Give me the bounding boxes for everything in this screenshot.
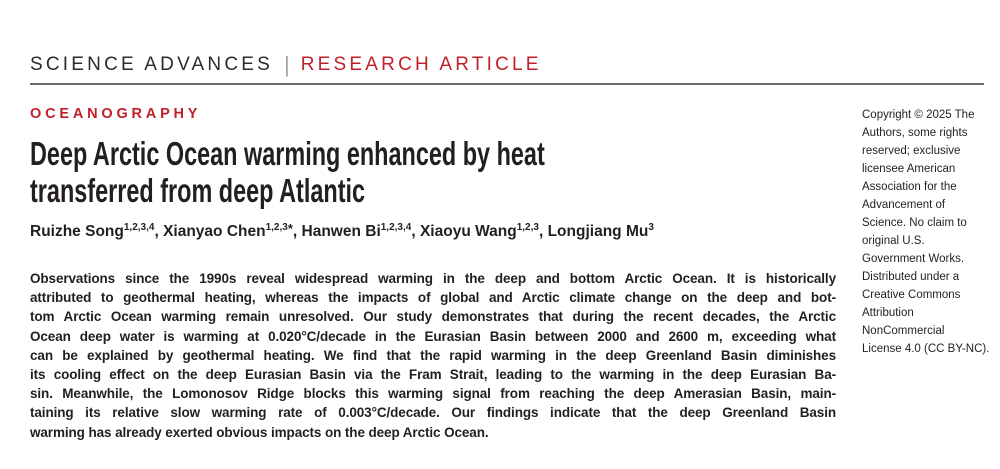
copyright-line: NonCommercial bbox=[862, 325, 945, 337]
copyright-line: Government Works. bbox=[862, 253, 965, 265]
abstract-line: warming has already exerted obvious impa… bbox=[30, 424, 489, 440]
copyright-line: licensee American bbox=[862, 163, 956, 175]
author-line: Ruizhe Song1,2,3,4, Xianyao Chen1,2,3*, … bbox=[30, 221, 654, 241]
author-name: Longjiang Mu bbox=[547, 223, 649, 240]
journal-name: SCIENCE ADVANCES bbox=[30, 54, 274, 75]
author-name: Xianyao Chen bbox=[163, 223, 266, 240]
author-affiliation-superscript: 1,2,3 bbox=[516, 222, 539, 233]
copyright-note: Copyright © 2025 The Authors, some rights… bbox=[862, 106, 989, 358]
copyright-line: Association for the bbox=[862, 181, 957, 193]
copyright-line: Creative Commons bbox=[862, 289, 961, 301]
author: Xianyao Chen1,2,3* bbox=[163, 221, 293, 240]
corresponding-author-marker: * bbox=[287, 221, 293, 236]
author-affiliation-superscript: 1,2,3 bbox=[265, 222, 288, 233]
copyright-line: Science. No claim to bbox=[862, 217, 967, 229]
masthead-separator: | bbox=[284, 52, 290, 77]
author-name: Hanwen Bi bbox=[301, 223, 381, 240]
abstract: Observations since the 1990s reveal wide… bbox=[30, 269, 836, 442]
author: Ruizhe Song1,2,3,4 bbox=[30, 222, 155, 241]
abstract-line: taining its relative slow warming rate o… bbox=[30, 405, 836, 421]
copyright-line: Copyright © 2025 The bbox=[862, 109, 975, 121]
article-type-label: RESEARCH ARTICLE bbox=[300, 54, 542, 75]
author-separator: , bbox=[292, 223, 302, 240]
author-separator: , bbox=[538, 223, 548, 240]
abstract-line: Ocean deep water is warming at 0.020°C/d… bbox=[30, 328, 836, 344]
title-line: transferred from deep Atlantic bbox=[30, 172, 366, 209]
abstract-line: can be explained by geothermal heating. … bbox=[30, 347, 836, 363]
abstract-line: attributed to geothermal heating, wherea… bbox=[30, 290, 836, 306]
author-name: Ruizhe Song bbox=[30, 223, 124, 240]
copyright-line: Advancement of bbox=[862, 199, 946, 211]
author-affiliation-superscript: 3 bbox=[648, 222, 654, 233]
copyright-line: reserved; exclusive bbox=[862, 145, 961, 157]
author: Longjiang Mu3 bbox=[547, 222, 654, 241]
masthead-divider bbox=[30, 83, 984, 85]
abstract-line: its cooling effect on the deep Eurasian … bbox=[30, 367, 836, 383]
title-line: Deep Arctic Ocean warming enhanced by he… bbox=[30, 135, 545, 172]
copyright-line: Attribution bbox=[862, 307, 914, 319]
copyright-line: Authors, some rights bbox=[862, 127, 968, 139]
copyright-line: original U.S. bbox=[862, 235, 925, 247]
author-separator: , bbox=[154, 223, 164, 240]
author: Hanwen Bi1,2,3,4 bbox=[301, 222, 412, 241]
copyright-line: Distributed under a bbox=[862, 271, 960, 283]
author-affiliation-superscript: 1,2,3,4 bbox=[123, 222, 155, 233]
abstract-line: Observations since the 1990s reveal wide… bbox=[30, 271, 836, 286]
abstract-line: sin. Meanwhile, the Lomonosov Ridge bloc… bbox=[30, 386, 836, 402]
abstract-line: tom Arctic Ocean warming remain unresolv… bbox=[30, 309, 836, 325]
copyright-line: License 4.0 (CC BY-NC). bbox=[862, 343, 990, 355]
category-label: OCEANOGRAPHY bbox=[30, 106, 202, 122]
author: Xiaoyu Wang1,2,3 bbox=[419, 222, 539, 241]
author-name: Xiaoyu Wang bbox=[419, 223, 517, 240]
masthead: SCIENCE ADVANCES | RESEARCH ARTICLE bbox=[30, 52, 542, 78]
author-affiliation-superscript: 1,2,3,4 bbox=[380, 222, 412, 233]
article-title: Deep Arctic Ocean warming enhanced by he… bbox=[30, 135, 545, 209]
author-separator: , bbox=[411, 223, 420, 240]
